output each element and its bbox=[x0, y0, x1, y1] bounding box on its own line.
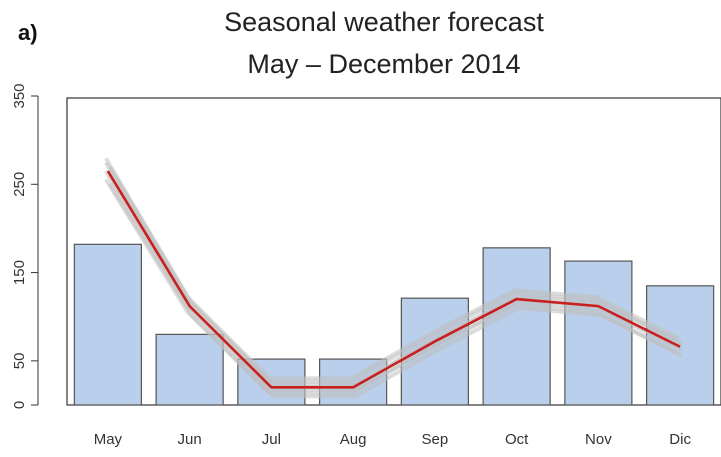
chart-title: Seasonal weather forecast bbox=[224, 7, 544, 37]
y-tick-label: 250 bbox=[11, 172, 28, 197]
y-tick-label: 150 bbox=[11, 260, 28, 285]
bar-jun bbox=[155, 333, 224, 406]
x-tick-label: Oct bbox=[505, 431, 529, 448]
y-tick-label: 350 bbox=[11, 83, 28, 108]
bar-may bbox=[73, 243, 142, 406]
x-tick-label: Jul bbox=[262, 431, 281, 448]
x-tick-label: Jun bbox=[178, 431, 202, 448]
axes-group: 0 50 150 250 350 bbox=[11, 83, 39, 409]
x-tick-labels: May Jun Jul Aug Sep Oct Nov Dic bbox=[94, 431, 692, 448]
chart-subtitle: May – December 2014 bbox=[247, 49, 520, 79]
ensemble-member-line bbox=[108, 182, 684, 399]
x-tick-label: Nov bbox=[585, 431, 612, 448]
bar-oct bbox=[482, 247, 551, 406]
panel-label: a) bbox=[18, 20, 38, 45]
bar-nov bbox=[564, 260, 633, 406]
y-tick-label: 0 bbox=[11, 401, 28, 409]
forecast-line bbox=[106, 170, 681, 389]
y-tick-label: 50 bbox=[11, 353, 28, 370]
x-tick-label: Aug bbox=[340, 431, 367, 448]
x-tick-label: May bbox=[94, 431, 123, 448]
ensemble-member-line bbox=[104, 157, 680, 381]
x-tick-label: Sep bbox=[422, 431, 449, 448]
forecast-line-group bbox=[106, 170, 681, 389]
x-tick-label: Dic bbox=[669, 431, 691, 448]
plot-frame bbox=[66, 97, 721, 406]
